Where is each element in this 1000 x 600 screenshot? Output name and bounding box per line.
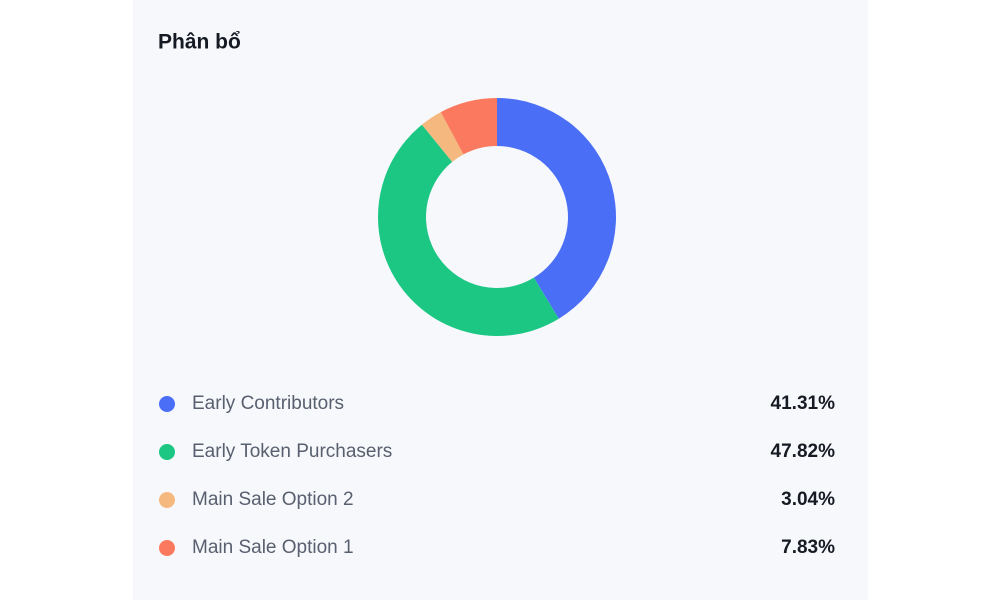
value-label: 47.82% — [771, 441, 836, 462]
value-label: 41.31% — [771, 393, 836, 414]
pie-slice — [440, 98, 497, 155]
pie-slice — [377, 124, 559, 337]
legend-label: Main Sale Option 1 — [192, 537, 354, 558]
value-label: 7.83% — [781, 537, 835, 558]
legend-swatch — [159, 492, 175, 508]
chart-title: Phân bổ — [158, 31, 241, 54]
legend-swatch — [159, 540, 175, 556]
legend-label: Early Contributors — [192, 393, 344, 414]
legend-label: Main Sale Option 2 — [192, 489, 354, 510]
pie-slice — [497, 98, 616, 319]
pie-slice — [421, 112, 464, 162]
value-label: 3.04% — [781, 489, 835, 510]
legend-swatch — [159, 396, 175, 412]
legend-swatch — [159, 444, 175, 460]
legend-label: Early Token Purchasers — [192, 441, 392, 462]
